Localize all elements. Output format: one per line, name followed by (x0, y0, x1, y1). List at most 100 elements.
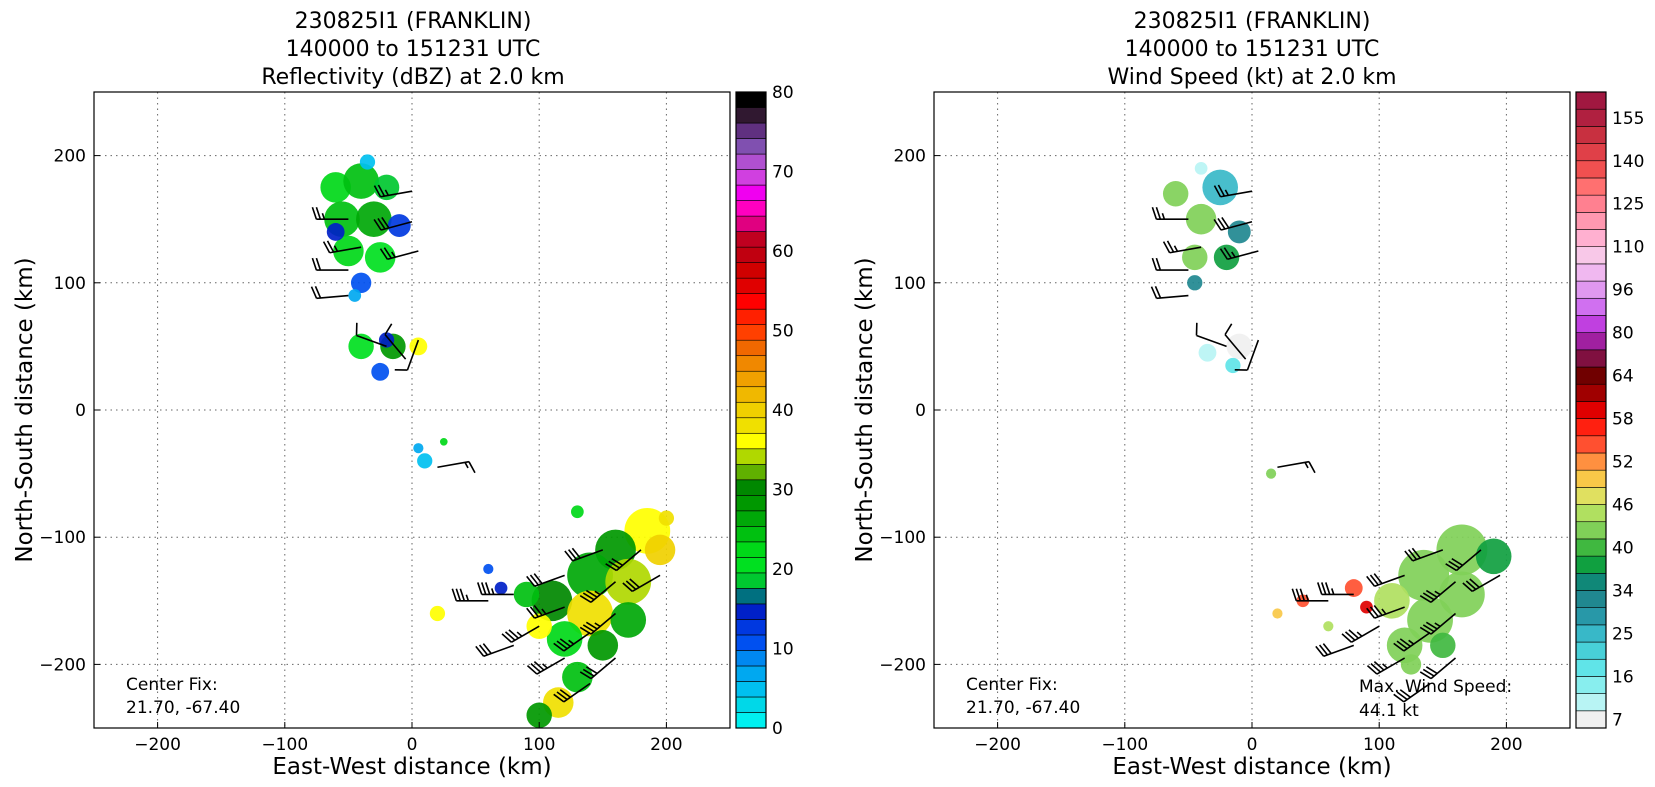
reflectivity-wind-barb (373, 184, 413, 198)
wind-wind-barb (1195, 322, 1227, 348)
reflectivity-field-cell (417, 453, 433, 469)
reflectivity-x-tick-label: −200 (134, 735, 181, 755)
wind-colorbar-segment (1575, 469, 1607, 488)
reflectivity-colorbar-segment (735, 231, 767, 248)
wind-field-cell (1194, 161, 1208, 175)
wind-colorbar-tick-label: 7 (1612, 710, 1623, 730)
wind-colorbar-segment (1575, 366, 1607, 385)
reflectivity-x-tick-label: 0 (407, 735, 418, 755)
wind-x-tick-label: 100 (1363, 735, 1395, 755)
wind-wind-barb (1291, 588, 1329, 602)
reflectivity-field-cell (531, 580, 573, 622)
wind-y-tick-label: 0 (915, 401, 926, 421)
wind-y-tick-label: −100 (879, 528, 926, 548)
reflectivity-field-cell (658, 510, 675, 526)
wind-colorbar: 7 16 25 34 40 46 52 58 64 80 96 110 125 140 155 (1575, 91, 1644, 730)
reflectivity-x-tick-label: −100 (261, 735, 308, 755)
wind-wind-barb (1151, 206, 1189, 220)
wind-colorbar-segment (1575, 349, 1607, 368)
reflectivity-field-cell (373, 174, 400, 201)
wind-wind-barb (1224, 323, 1247, 360)
reflectivity-colorbar-segment (735, 510, 767, 527)
wind-field-cell (1265, 468, 1277, 479)
reflectivity-colorbar-segment (735, 588, 767, 605)
wind-field-cell (1407, 596, 1453, 643)
reflectivity-colorbar-segment (735, 91, 767, 108)
reflectivity-colorbar-segment (735, 308, 767, 325)
wind-colorbar-tick-label: 58 (1612, 410, 1634, 430)
reflectivity-colorbar-segment (735, 432, 767, 450)
wind-field-cell (1185, 203, 1217, 235)
reflectivity-colorbar-segment (735, 557, 767, 574)
reflectivity-wind-barb (437, 460, 476, 474)
wind-colorbar-segment (1575, 143, 1607, 162)
reflectivity-field-cell (333, 235, 364, 267)
reflectivity-field-cell (413, 443, 424, 454)
reflectivity-y-tick-label: 200 (54, 147, 86, 167)
wind-wind-barb (1366, 573, 1405, 588)
reflectivity-colorbar-segment (735, 681, 767, 698)
reflectivity-field-cell (644, 534, 676, 566)
reflectivity-wind-barb (384, 323, 407, 360)
reflectivity-wind-barb (579, 612, 617, 635)
wind-colorbar-segment (1575, 693, 1607, 712)
wind-colorbar-segment (1575, 710, 1607, 729)
reflectivity-field-cell (562, 661, 593, 693)
reflectivity-x-tick-label: 200 (650, 735, 682, 755)
wind-wind-barb (1277, 460, 1316, 474)
reflectivity-wind-barb (379, 247, 419, 261)
reflectivity-colorbar-segment (735, 215, 767, 232)
wind-colorbar-segment (1575, 229, 1607, 248)
reflectivity-field-cell (356, 201, 392, 238)
reflectivity-field-cell (494, 581, 508, 595)
wind-colorbar-segment (1575, 401, 1607, 419)
reflectivity-field-cell (364, 242, 396, 273)
reflectivity-field-cell (320, 172, 351, 203)
wind-colorbar-tick-label: 46 (1612, 496, 1634, 516)
reflectivity-colorbar-segment (735, 401, 767, 419)
wind-field-cell (1386, 627, 1423, 664)
wind-x-tick-label: 200 (1490, 735, 1522, 755)
reflectivity-colorbar-segment (735, 712, 767, 729)
reflectivity-colorbar: 0 10 20 30 40 50 60 70 80 (735, 83, 794, 739)
reflectivity-field-cell (513, 581, 540, 608)
reflectivity-colorbar-segment (735, 277, 767, 294)
wind-wind-barb (1162, 240, 1202, 254)
wind-wind-barb (1445, 549, 1482, 572)
wind-colorbar-segment (1575, 487, 1607, 505)
reflectivity-colorbar-tick-label: 70 (772, 163, 794, 183)
reflectivity-colorbar-tick-label: 0 (772, 719, 783, 739)
reflectivity-colorbar-segment (735, 448, 767, 465)
reflectivity-title-line-2: 140000 to 151231 UTC (286, 37, 541, 62)
wind-title-line-1: 230825I1 (FRANKLIN) (1134, 9, 1371, 34)
wind-speed-panel: 230825I1 (FRANKLIN) 140000 to 151231 UTC… (852, 9, 1644, 780)
reflectivity-colorbar-segment (735, 370, 767, 388)
reflectivity-wind-barb (310, 286, 349, 300)
reflectivity-y-tick-label: 0 (75, 401, 86, 421)
wind-colorbar-tick-label: 140 (1612, 152, 1644, 172)
wind-field-cell (1227, 220, 1251, 244)
reflectivity-colorbar-segment (735, 386, 767, 403)
wind-wind-barb (1393, 682, 1431, 703)
wind-field-cell (1187, 275, 1203, 291)
wind-colorbar-segment (1575, 641, 1607, 660)
wind-gridlines (934, 92, 1570, 728)
reflectivity-field-cell (610, 602, 647, 638)
wind-colorbar-segment (1575, 418, 1607, 437)
reflectivity-field-cell (483, 563, 494, 575)
wind-colorbar-tick-label: 40 (1612, 539, 1634, 559)
reflectivity-wind-barb (373, 216, 413, 231)
reflectivity-colorbar-tick-label: 60 (772, 242, 794, 262)
wind-y-tick-label: −200 (879, 655, 926, 675)
reflectivity-colorbar-tick-label: 40 (772, 401, 794, 421)
wind-colorbar-segment (1575, 658, 1607, 677)
reflectivity-field-cell (587, 630, 619, 661)
reflectivity-colorbar-segment (735, 479, 767, 496)
wind-colorbar-tick-label: 16 (1612, 667, 1634, 687)
reflectivity-field-cell (343, 163, 379, 199)
reflectivity-colorbar-segment (735, 246, 767, 263)
reflectivity-field-cell (526, 702, 552, 729)
wind-wind-barb (1219, 247, 1259, 261)
reflectivity-wind-barb (311, 206, 349, 220)
reflectivity-x-tick-label: 100 (523, 735, 555, 755)
